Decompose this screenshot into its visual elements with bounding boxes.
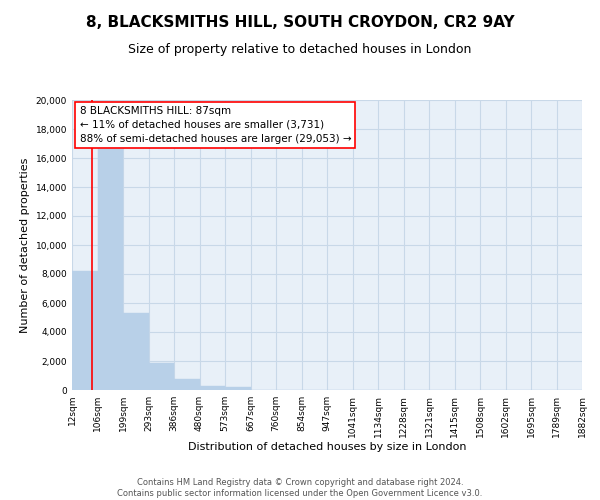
Bar: [97, 150, 123, 390]
Bar: [72, 271, 97, 390]
Bar: [225, 386, 251, 390]
Bar: [123, 313, 149, 390]
Text: 8 BLACKSMITHS HILL: 87sqm
← 11% of detached houses are smaller (3,731)
88% of se: 8 BLACKSMITHS HILL: 87sqm ← 11% of detac…: [80, 106, 351, 144]
Text: Distribution of detached houses by size in London: Distribution of detached houses by size …: [188, 442, 466, 452]
Bar: [199, 386, 225, 390]
Text: Contains HM Land Registry data © Crown copyright and database right 2024.
Contai: Contains HM Land Registry data © Crown c…: [118, 478, 482, 498]
Bar: [174, 378, 199, 390]
Text: 8, BLACKSMITHS HILL, SOUTH CROYDON, CR2 9AY: 8, BLACKSMITHS HILL, SOUTH CROYDON, CR2 …: [86, 15, 514, 30]
Text: Size of property relative to detached houses in London: Size of property relative to detached ho…: [128, 42, 472, 56]
Y-axis label: Number of detached properties: Number of detached properties: [20, 158, 30, 332]
Bar: [149, 363, 174, 390]
